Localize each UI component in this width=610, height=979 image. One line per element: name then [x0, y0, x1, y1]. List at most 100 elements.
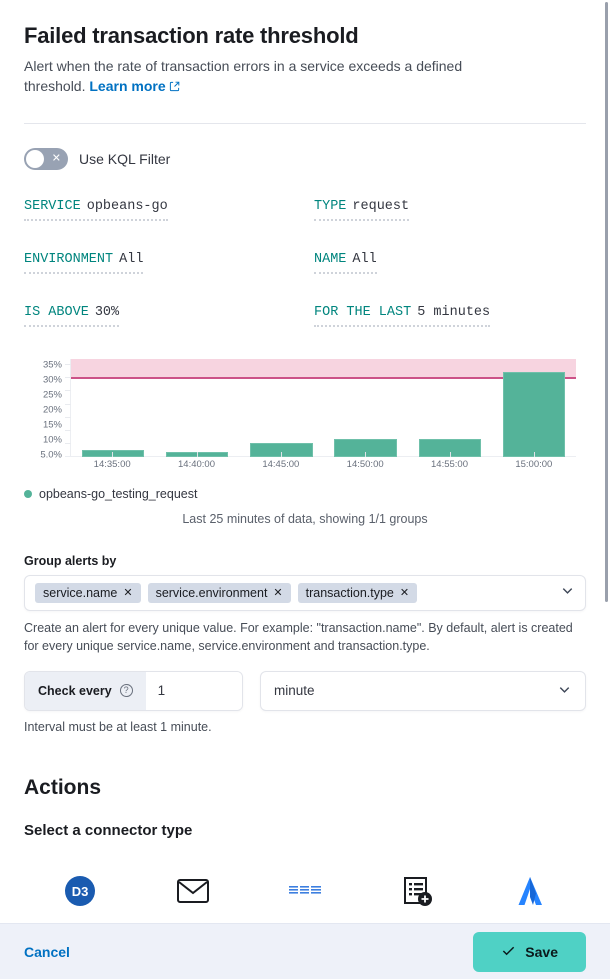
y-axis-tick: 30%	[42, 374, 62, 386]
pill-label: service.name	[43, 585, 118, 600]
chart-bar[interactable]	[502, 371, 566, 457]
group-alerts-combobox[interactable]: service.name ✕ service.environment ✕ tra…	[24, 574, 586, 611]
check-every-label: Check every	[38, 683, 112, 698]
envelope-icon	[136, 871, 248, 911]
check-every-label-wrap: Check every ?	[25, 671, 146, 710]
x-axis-tick-mark	[280, 451, 282, 457]
expression-type[interactable]: TYPE request	[314, 196, 586, 221]
y-gridline	[65, 390, 71, 392]
bar-slot	[155, 359, 239, 457]
threshold-line	[71, 377, 576, 380]
save-label: Save	[525, 943, 558, 960]
close-icon[interactable]: ✕	[399, 587, 410, 599]
expression-key: NAME	[314, 251, 347, 267]
expression-value: All	[352, 251, 377, 267]
external-link-icon	[169, 77, 180, 97]
y-axis-tick: 15%	[42, 419, 62, 431]
description-text: Alert when the rate of transaction error…	[24, 57, 463, 94]
expression-key: TYPE	[314, 198, 347, 214]
close-icon[interactable]: ✕	[273, 587, 283, 599]
y-gridline	[65, 377, 71, 379]
bar-slot	[324, 359, 408, 457]
y-axis-tick: 20%	[42, 404, 62, 416]
unit-value: minute	[274, 683, 315, 698]
y-axis-tick: 25%	[42, 389, 62, 401]
chart-caption: Last 25 minutes of data, showing 1/1 gro…	[182, 511, 428, 526]
x-axis-tick: 15:00:00	[515, 458, 553, 470]
cancel-button[interactable]: Cancel	[24, 943, 70, 960]
question-mark-icon[interactable]: ?	[119, 684, 133, 697]
x-axis-tick-mark	[112, 451, 114, 457]
pill-service-name[interactable]: service.name ✕	[35, 582, 141, 603]
expression-service[interactable]: SERVICE opbeans-go	[24, 196, 314, 221]
x-axis-tick: 14:40:00	[178, 458, 215, 470]
index-document-icon	[361, 871, 473, 911]
y-gridline	[65, 416, 71, 418]
panel-divider	[596, 0, 597, 979]
expression-key: IS ABOVE	[24, 304, 89, 320]
use-kql-filter-label: Use KQL Filter	[79, 150, 171, 167]
expression-name[interactable]: NAME All	[314, 249, 586, 274]
close-icon[interactable]: ✕	[123, 587, 133, 599]
expression-value: All	[119, 251, 144, 267]
interval-note: Interval must be at least 1 minute.	[24, 719, 212, 734]
flyout-body: Failed transaction rate threshold Alert …	[0, 22, 610, 935]
x-axis-tick: 14:55:00	[431, 458, 468, 470]
y-gridline	[65, 403, 71, 405]
group-alerts-help-text: Create an alert for every unique value. …	[24, 620, 573, 653]
chevron-down-icon	[557, 682, 572, 700]
save-button[interactable]: Save	[473, 931, 586, 972]
svg-text:D3: D3	[72, 884, 89, 899]
kql-filter-row: ✕ Use KQL Filter	[24, 147, 586, 170]
x-axis-tick-mark	[196, 451, 198, 457]
page-title: Failed transaction rate threshold	[24, 23, 359, 48]
expression-value: request	[352, 198, 410, 214]
chart-plot-area	[65, 358, 576, 457]
x-axis-tick: 14:50:00	[346, 458, 384, 470]
use-kql-filter-toggle[interactable]: ✕	[24, 147, 68, 170]
legend-color-dot	[24, 489, 32, 498]
page-description: Alert when the rate of transaction error…	[24, 56, 524, 97]
x-icon: ✕	[51, 152, 61, 164]
y-gridline	[65, 363, 71, 365]
expression-key: FOR THE LAST	[314, 304, 412, 320]
group-alerts-label: Group alerts by	[24, 553, 117, 568]
pill-service-environment[interactable]: service.environment ✕	[147, 582, 291, 603]
legend-label: opbeans-go_testing_request	[39, 486, 198, 501]
bar-slot	[492, 359, 576, 457]
expression-key: ENVIRONMENT	[24, 251, 114, 267]
check-every-unit-select[interactable]: minute	[260, 670, 586, 711]
chevron-down-icon[interactable]	[560, 583, 575, 603]
expression-value: 5 minutes	[417, 304, 491, 320]
ibm-icon	[249, 871, 361, 911]
jira-icon	[474, 871, 586, 911]
x-axis-tick-mark	[449, 451, 451, 457]
chart-x-axis: 14:35:00 14:40:00 14:45:00 14:50:00 14:55:00…	[70, 451, 576, 471]
toggle-knob	[26, 149, 44, 168]
pill-label: service.environment	[155, 585, 268, 600]
expression-key: SERVICE	[24, 198, 81, 214]
d3-security-icon: D3	[24, 871, 136, 911]
bar-slot	[408, 359, 492, 457]
y-axis-tick: 35%	[42, 359, 62, 371]
x-axis-tick: 14:35:00	[93, 458, 131, 470]
vertical-scrollbar[interactable]	[605, 2, 608, 602]
expression-environment[interactable]: ENVIRONMENT All	[24, 249, 314, 274]
y-gridline	[65, 430, 71, 431]
chart-y-axis: 35% 30% 25% 20% 15% 10% 5.0%	[24, 359, 62, 471]
chart-baseline	[65, 455, 576, 457]
learn-more-link[interactable]: Learn more	[89, 77, 166, 94]
check-every-input[interactable]	[145, 671, 242, 710]
y-axis-tick: 5.0%	[40, 449, 62, 461]
expression-for-the-last[interactable]: FOR THE LAST 5 minutes	[314, 302, 586, 327]
check-every-row: Check every ? minute	[24, 670, 586, 711]
y-gridline	[65, 443, 71, 445]
check-icon	[501, 943, 516, 961]
expression-is-above[interactable]: IS ABOVE 30%	[24, 302, 314, 327]
x-axis-tick-mark	[533, 451, 535, 457]
pill-label: transaction.type	[305, 585, 394, 600]
threshold-band	[71, 358, 576, 378]
pill-transaction-type[interactable]: transaction.type ✕	[297, 582, 418, 603]
bar-slot	[71, 359, 155, 457]
